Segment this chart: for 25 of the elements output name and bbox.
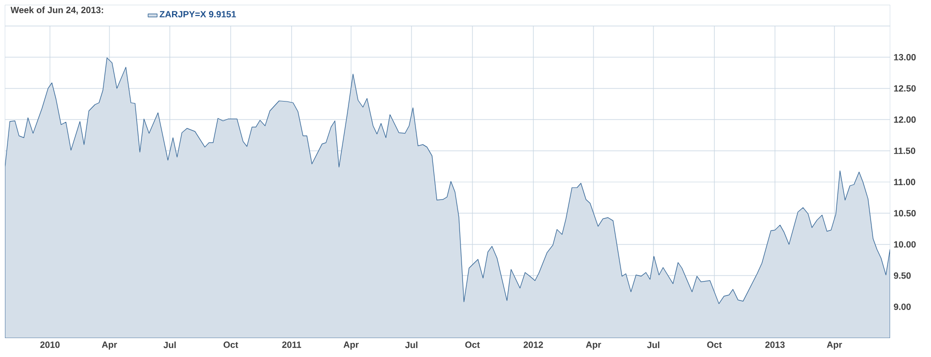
x-tick-label: 2010 <box>40 342 60 348</box>
x-tick-label: Apr <box>586 342 602 350</box>
x-tick-label: Jul <box>647 342 660 348</box>
y-tick-label: 9.00 <box>894 304 911 310</box>
x-tick-label: Oct <box>224 342 238 348</box>
y-tick-label: 11.50 <box>894 148 916 154</box>
x-tick-label: 2012 <box>524 342 543 348</box>
y-tick-label: 11.00 <box>894 178 916 186</box>
x-tick-label: Apr <box>102 342 118 350</box>
x-tick-label: Oct <box>707 342 722 348</box>
y-tick-label: 12.50 <box>894 85 916 92</box>
x-tick-label: Apr <box>344 342 359 350</box>
y-tick-label: 10.00 <box>894 241 916 248</box>
x-tick-label: 2013 <box>765 342 785 348</box>
x-tick-label: Oct <box>465 342 480 348</box>
y-tick-label: 10.50 <box>894 210 916 216</box>
x-tick-label: Jul <box>405 342 418 348</box>
x-tick-label: Apr <box>826 342 842 350</box>
y-tick-label: 9.50 <box>894 272 911 279</box>
x-tick-label: Jul <box>163 342 176 348</box>
legend-label: ZARJPY=X 9.9151 <box>160 11 236 18</box>
chart-title: Week of Jun 24, 2013: <box>10 6 104 14</box>
x-tick-label: 2011 <box>282 342 302 348</box>
y-tick-label: 13.00 <box>894 54 916 60</box>
y-tick-label: 12.00 <box>894 116 916 123</box>
